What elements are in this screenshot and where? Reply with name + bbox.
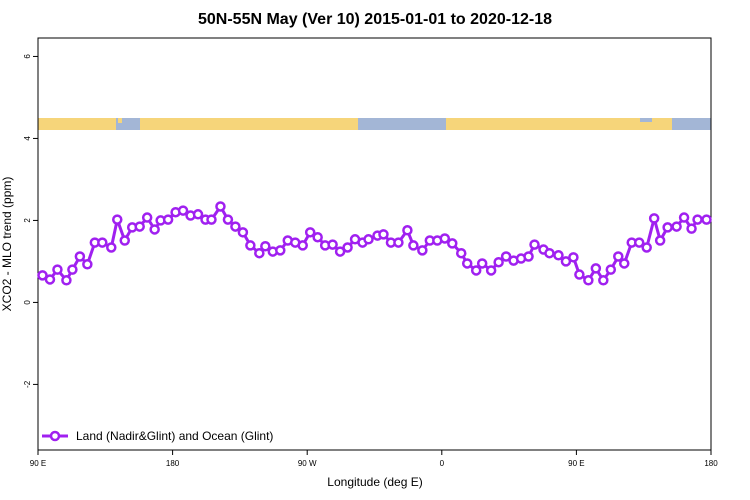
point xyxy=(312,231,323,243)
point xyxy=(408,240,419,251)
point xyxy=(378,229,389,240)
point xyxy=(149,224,160,235)
x-tick-label: 180 xyxy=(166,459,180,468)
point xyxy=(476,258,488,269)
plot-frame xyxy=(37,37,712,451)
y-tick-label: 6 xyxy=(23,54,32,59)
point xyxy=(523,251,534,262)
point xyxy=(568,252,579,263)
point xyxy=(230,221,241,232)
point xyxy=(61,275,72,286)
point xyxy=(363,234,374,245)
point xyxy=(455,247,467,259)
point xyxy=(598,275,609,286)
point xyxy=(605,264,617,275)
point xyxy=(574,269,585,280)
point xyxy=(177,205,189,216)
point xyxy=(162,214,174,225)
point xyxy=(297,240,308,251)
point xyxy=(334,246,346,257)
x-axis-label: Longitude (deg E) xyxy=(327,475,422,489)
point xyxy=(342,242,353,253)
point xyxy=(106,242,117,253)
point xyxy=(701,214,712,225)
x-tick-label: 90 E xyxy=(30,459,46,468)
x-tick-label: 180 xyxy=(704,459,718,468)
point xyxy=(97,237,108,248)
point xyxy=(237,227,249,238)
point xyxy=(500,251,512,262)
point xyxy=(82,259,93,270)
point xyxy=(470,265,482,276)
point xyxy=(590,263,602,274)
y-tick-label: 2 xyxy=(23,218,32,223)
point xyxy=(275,245,286,256)
point xyxy=(245,240,256,251)
point xyxy=(485,265,497,276)
y-tick-label: -2 xyxy=(23,380,32,388)
point xyxy=(192,209,204,220)
point xyxy=(686,223,697,234)
point xyxy=(44,274,56,285)
point xyxy=(417,245,428,256)
point xyxy=(692,214,703,225)
x-tick-label: 90 E xyxy=(568,459,584,468)
point xyxy=(553,250,564,261)
point xyxy=(304,227,316,238)
point xyxy=(215,201,226,212)
point xyxy=(544,247,555,259)
point xyxy=(619,258,630,269)
point xyxy=(327,239,338,250)
point xyxy=(112,214,123,225)
point xyxy=(222,214,234,225)
point xyxy=(493,256,504,268)
point xyxy=(439,233,451,244)
point xyxy=(662,222,673,233)
legend: Land (Nadir&Glint) and Ocean (Glint) xyxy=(42,429,273,443)
point xyxy=(654,235,666,246)
point xyxy=(134,221,145,232)
point xyxy=(119,235,130,246)
point xyxy=(67,264,78,275)
legend-label: Land (Nadir&Glint) and Ocean (Glint) xyxy=(76,429,273,443)
point xyxy=(447,238,458,249)
point xyxy=(141,212,153,223)
land-ocean-strip xyxy=(38,118,711,130)
point xyxy=(583,275,594,286)
point xyxy=(37,270,48,281)
point xyxy=(206,214,217,225)
x-tick-label: 90 W xyxy=(298,459,317,468)
point xyxy=(52,264,63,275)
point xyxy=(560,256,572,267)
y-tick-label: 4 xyxy=(23,136,32,141)
point xyxy=(260,241,271,252)
chart-title: 50N-55N May (Ver 10) 2015-01-01 to 2020-… xyxy=(198,11,552,28)
point xyxy=(393,237,404,248)
point xyxy=(529,239,540,250)
point xyxy=(678,212,690,223)
y-tick-label: 0 xyxy=(23,300,32,305)
point xyxy=(402,225,413,236)
point xyxy=(74,251,86,262)
point xyxy=(254,247,265,259)
x-tick-label: 0 xyxy=(440,459,445,468)
point xyxy=(641,242,652,253)
legend-marker xyxy=(49,430,61,442)
y-axis-label: XCO2 - MLO trend (ppm) xyxy=(0,177,14,312)
point xyxy=(648,213,660,224)
point xyxy=(613,251,624,262)
point xyxy=(671,221,682,232)
point xyxy=(633,237,645,248)
point xyxy=(461,258,473,269)
